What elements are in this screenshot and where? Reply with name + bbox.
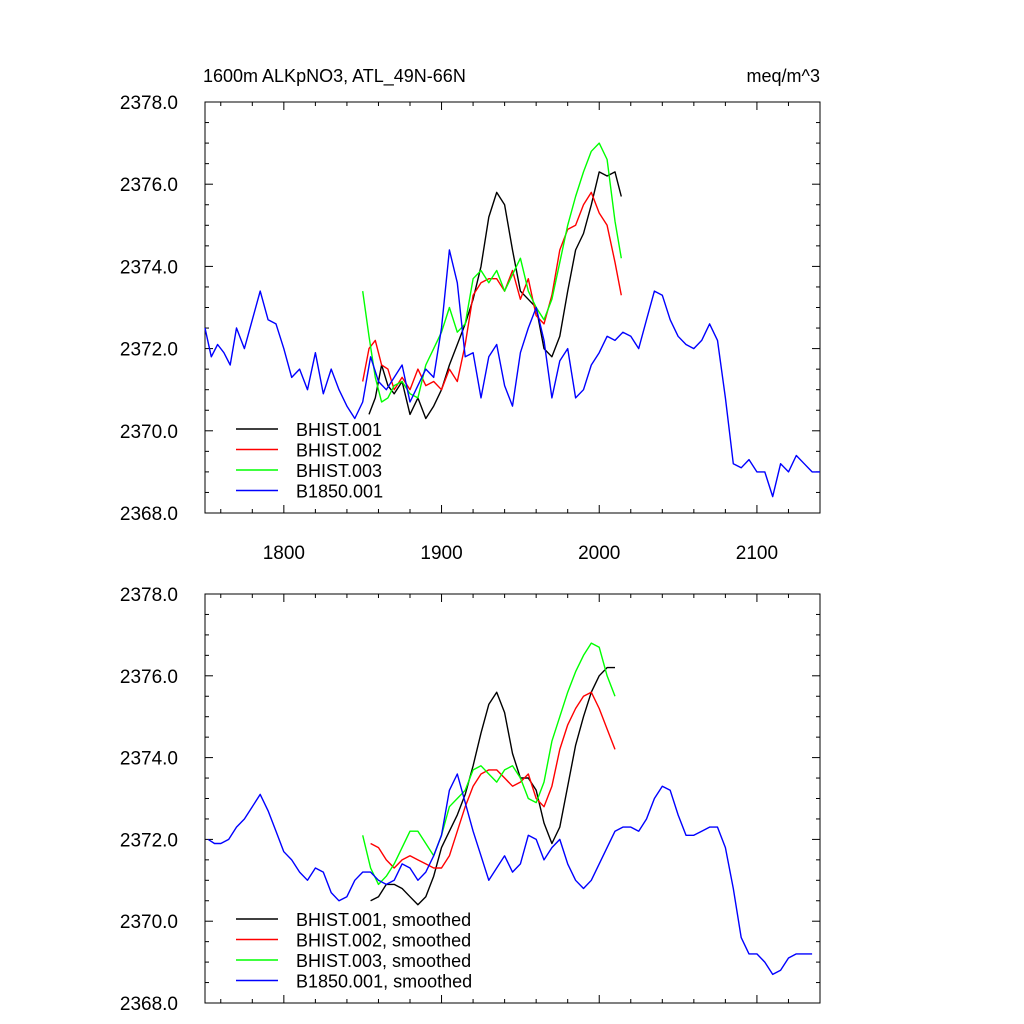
series-line-bhist-003 (362, 142, 622, 403)
y-tick-label: 2376.0 (120, 667, 178, 688)
series-line-bhist-001 (368, 171, 622, 420)
series-line-bhist-002 (362, 191, 622, 391)
series-line-b1850-001 (204, 249, 820, 498)
x-tick-label: 1900 (420, 543, 462, 564)
y-tick-label: 2372.0 (120, 830, 178, 851)
chart-title: 1600m ALKpNO3, ATL_49N-66N (203, 66, 466, 87)
smoothed-panel: 2368.0 2370.0 2372.0 2374.0 2376.0 2378.0 BHIS… (120, 585, 821, 1015)
series-line-bhist-001 (370, 666, 615, 906)
legend-label: BHIST.001, smoothed (296, 910, 471, 930)
units-label: meq/m^3 (747, 66, 820, 86)
y-tick-label: 2370.0 (120, 912, 178, 933)
y-tick-label: 2376.0 (120, 175, 178, 196)
legend-label: B1850.001, smoothed (296, 972, 472, 992)
legend-label: BHIST.003, smoothed (296, 951, 471, 971)
legend-label: B1850.001 (296, 482, 383, 502)
x-tick-label: 1800 (263, 543, 305, 564)
y-tick-label: 2368.0 (120, 994, 178, 1015)
x-tick-label: 2000 (578, 543, 620, 564)
series-line-bhist-002 (370, 691, 616, 869)
x-tick-label: 2100 (736, 543, 778, 564)
legend-label: BHIST.002, smoothed (296, 931, 471, 951)
y-tick-label: 2368.0 (120, 504, 178, 525)
series-line-bhist-003 (362, 642, 616, 886)
legend-label: BHIST.001 (296, 420, 382, 440)
y-tick-label: 2374.0 (120, 749, 178, 770)
y-tick-label: 2372.0 (120, 340, 178, 361)
y-tick-label: 2374.0 (120, 257, 178, 278)
series-line-b1850-001 (207, 773, 813, 976)
legend-label: BHIST.003 (296, 461, 382, 481)
legend-label: BHIST.002 (296, 441, 382, 461)
y-tick-label: 2378.0 (120, 585, 178, 606)
y-tick-label: 2378.0 (120, 93, 178, 114)
y-tick-label: 2370.0 (120, 422, 178, 443)
raw-panel: 2368.0 2370.0 2372.0 2374.0 2376.0 2378.0 1800… (120, 93, 821, 564)
